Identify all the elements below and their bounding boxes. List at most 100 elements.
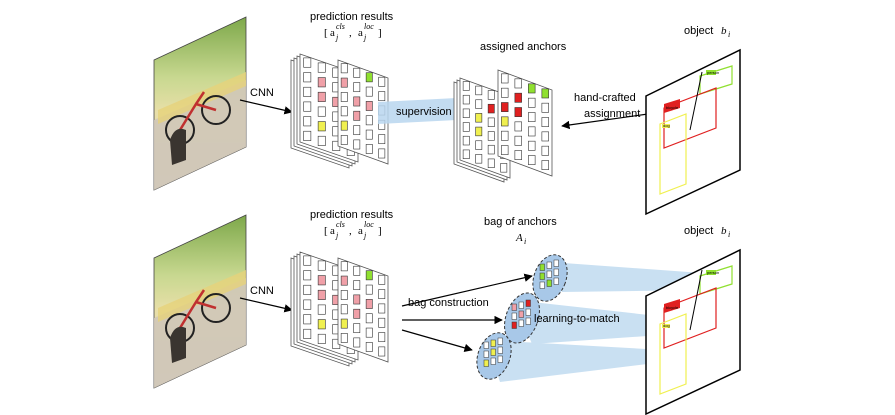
- pred-cell-cell: [318, 320, 325, 329]
- svg-text:j: j: [335, 231, 339, 240]
- assigned-cell-cell: [542, 132, 549, 141]
- pred-cell-cell: [354, 97, 360, 106]
- pred-cell-cell: [341, 92, 347, 101]
- assigned-cell-cell: [515, 79, 522, 88]
- svg-text:i: i: [524, 237, 526, 246]
- assigned-cell-cell: [476, 154, 482, 163]
- assigned-cell-cell: [488, 104, 494, 113]
- pred-cell-cell: [341, 305, 347, 314]
- pred-cell-cell: [379, 333, 385, 342]
- assigned-cell-cell: [476, 100, 482, 109]
- pred-cell-cell: [318, 122, 325, 131]
- pred-cell-cell: [304, 102, 311, 111]
- bottom-bag-construction-label: bag construction: [408, 297, 489, 309]
- assigned-cell-cell: [542, 146, 549, 155]
- pred-cell-cell: [304, 131, 311, 140]
- bag-anchor-cell: [540, 282, 545, 289]
- assigned-cell-cell: [515, 150, 522, 159]
- top-row: CNN prediction results [ a j cls , a j l…: [154, 11, 740, 214]
- pred-cell-cell: [341, 64, 347, 73]
- assigned-cell-cell: [528, 127, 535, 136]
- pred-cell-cell: [304, 315, 311, 324]
- svg-text:[: [: [324, 225, 328, 237]
- bag-anchor-cell: [526, 300, 531, 307]
- bag-anchor-cell: [484, 351, 489, 358]
- pred-cell-cell: [354, 126, 360, 135]
- bag-anchor-cell: [498, 356, 503, 363]
- assigned-cell-cell: [542, 103, 549, 112]
- svg-text:[: [: [324, 27, 328, 39]
- bag-anchor-cell: [554, 260, 559, 267]
- pred-cell-cell: [379, 290, 385, 299]
- bag-anchor-cell: [519, 311, 524, 318]
- pred-cell-cell: [366, 101, 372, 110]
- assigned-cell-cell: [528, 141, 535, 150]
- bottom-bag-symbol: A i: [515, 232, 526, 246]
- svg-text:,: ,: [349, 225, 352, 237]
- svg-text:person: person: [707, 70, 719, 75]
- bottom-object-label: object b i: [684, 225, 730, 239]
- bottom-prediction-stack-right: [338, 258, 388, 362]
- assigned-cell-cell: [501, 102, 508, 111]
- pred-cell-cell: [379, 275, 385, 284]
- pred-cell-cell: [366, 116, 372, 125]
- pred-cell-cell: [318, 63, 325, 72]
- pred-cell-cell: [366, 299, 372, 308]
- top-cnn-label: CNN: [250, 87, 274, 99]
- svg-text:j: j: [335, 33, 339, 42]
- top-assignment-label-1: hand-crafted: [574, 92, 636, 104]
- svg-text:a: a: [330, 27, 335, 39]
- pred-cell-cell: [366, 87, 372, 96]
- assigned-cell-cell: [476, 141, 482, 150]
- pred-cell-cell: [354, 281, 360, 290]
- assigned-cell-cell: [463, 123, 469, 132]
- pred-cell-cell: [341, 290, 347, 299]
- assigned-cell-cell: [463, 150, 469, 159]
- pred-cell-cell: [366, 328, 372, 337]
- bag-anchor-cell: [491, 349, 496, 356]
- pred-cell-cell: [366, 314, 372, 323]
- svg-text:b: b: [721, 25, 727, 37]
- svg-text:person: person: [707, 270, 719, 275]
- pred-cell-cell: [304, 271, 311, 280]
- pred-cell-cell: [341, 78, 347, 87]
- svg-text:loc: loc: [364, 220, 374, 229]
- svg-text:b: b: [721, 225, 727, 237]
- pred-cell-cell: [318, 276, 325, 285]
- pred-cell-cell: [366, 130, 372, 139]
- bag-anchor-cell: [547, 262, 552, 269]
- pred-cell-cell: [304, 329, 311, 338]
- pred-cell-cell: [379, 149, 385, 158]
- pred-cell-cell: [379, 347, 385, 356]
- svg-text:bicycle: bicycle: [666, 305, 679, 310]
- assigned-cell-cell: [515, 136, 522, 145]
- pred-cell-cell: [366, 271, 372, 280]
- bag-anchor-cell: [491, 340, 496, 347]
- svg-text:dog: dog: [663, 323, 670, 328]
- pred-cell-cell: [354, 111, 360, 120]
- pred-cell-cell: [354, 83, 360, 92]
- svg-text:j: j: [363, 33, 367, 42]
- svg-text:,: ,: [349, 27, 352, 39]
- assigned-cell-cell: [463, 95, 469, 104]
- bag-anchor-cell: [554, 269, 559, 276]
- svg-text:bicycle: bicycle: [666, 105, 679, 110]
- assigned-cell-cell: [463, 82, 469, 91]
- pred-cell-cell: [379, 92, 385, 101]
- assigned-cell-cell: [501, 117, 508, 126]
- bottom-learning-label: learning-to-match: [534, 313, 620, 325]
- pred-cell-cell: [304, 256, 311, 265]
- svg-text:j: j: [363, 231, 367, 240]
- top-assignment-label-2: assignment: [584, 108, 640, 120]
- pred-cell-cell: [318, 136, 325, 145]
- pred-cell-cell: [341, 319, 347, 328]
- pred-cell-cell: [379, 135, 385, 144]
- pred-cell-cell: [379, 77, 385, 86]
- pred-cell-cell: [354, 68, 360, 77]
- assigned-cell-cell: [476, 113, 482, 122]
- pred-cell-cell: [318, 290, 325, 299]
- assigned-cell-cell: [528, 112, 535, 121]
- pred-cell-cell: [366, 73, 372, 82]
- pred-cell-cell: [341, 276, 347, 285]
- svg-text:i: i: [728, 30, 730, 39]
